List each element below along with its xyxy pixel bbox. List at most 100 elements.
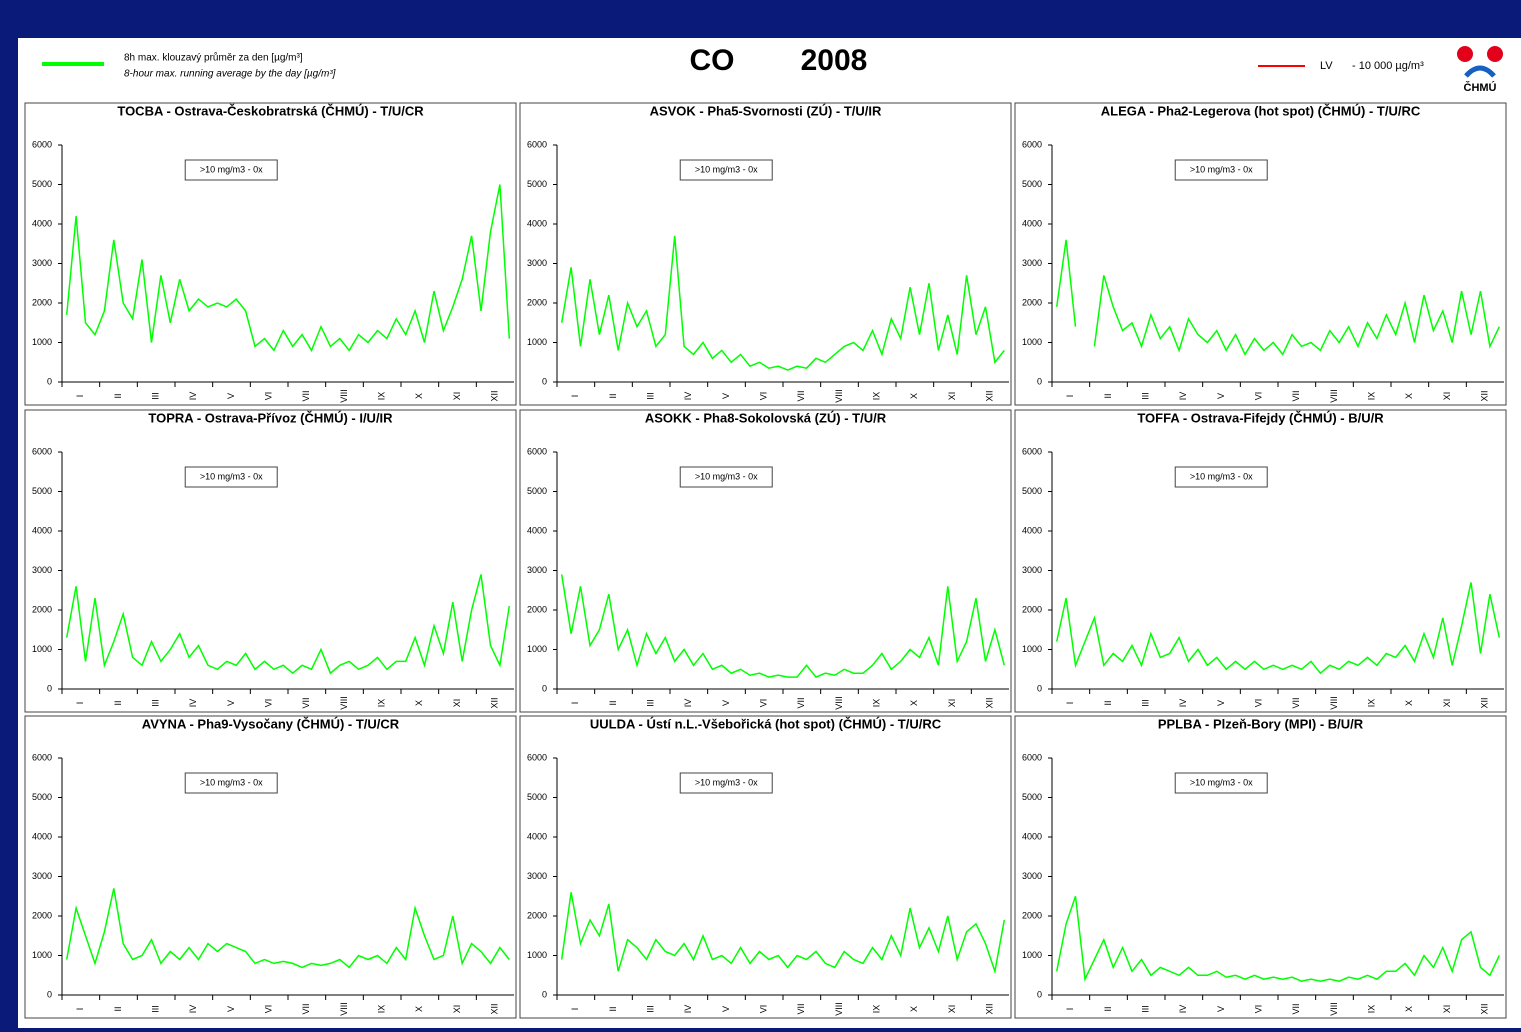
x-tick-label: VIII — [339, 1002, 349, 1016]
annotation-box — [679, 159, 773, 181]
x-tick-label: X — [1404, 700, 1414, 706]
panel-title: ALEGA - Pha2-Legerova (hot spot) (ČHMÚ) … — [1101, 103, 1421, 118]
x-tick-label: III — [646, 1005, 656, 1013]
y-tick-label: 2000 — [32, 297, 52, 307]
x-tick-label: V — [721, 700, 731, 706]
y-tick-label: 0 — [542, 376, 547, 386]
legend-text: 8-hour max. running average by the day [… — [124, 69, 336, 80]
x-tick-label: VI — [264, 699, 274, 708]
panel: TOFFA - Ostrava-Fifejdy (ČHMÚ) - B/U/R 0 1… — [1014, 409, 1507, 713]
data-line — [560, 892, 1006, 975]
y-tick-label: 2000 — [1022, 297, 1042, 307]
y-tick-label: 6000 — [32, 446, 52, 456]
y-tick-label: 1000 — [1022, 950, 1042, 960]
y-tick-label: 4000 — [1022, 831, 1042, 841]
annotation: >10 mg/m3 - 0x — [200, 164, 263, 174]
x-tick-label: VIII — [1329, 389, 1339, 403]
x-tick-label: X — [1404, 1006, 1414, 1012]
x-tick-label: IX — [872, 1005, 882, 1014]
y-tick-label: 5000 — [1022, 486, 1042, 496]
x-tick-label: XII — [490, 1003, 500, 1014]
x-tick-label: I — [1065, 1008, 1075, 1011]
logo-text: ČHMÚ — [1464, 81, 1497, 94]
annotation: >10 mg/m3 - 0x — [695, 471, 758, 481]
y-tick-label: 6000 — [1022, 752, 1042, 762]
x-tick-label: V — [721, 1006, 731, 1012]
data-line — [560, 574, 1006, 679]
x-tick-label: IX — [872, 392, 882, 401]
logo-dot — [1487, 46, 1503, 62]
y-tick-label: 6000 — [527, 139, 547, 149]
x-tick-label: X — [909, 393, 919, 399]
x-tick-label: VII — [796, 390, 806, 401]
y-tick-label: 0 — [47, 376, 52, 386]
panel-frame — [24, 102, 517, 406]
data-line — [1055, 582, 1501, 675]
annotation: >10 mg/m3 - 0x — [1190, 777, 1253, 787]
panel-title: AVYNA - Pha9-Vysočany (ČHMÚ) - T/U/CR — [142, 716, 400, 731]
x-tick-label: IV — [1178, 1005, 1188, 1014]
x-tick-label: X — [414, 700, 424, 706]
y-tick-label: 5000 — [32, 792, 52, 802]
x-tick-label: V — [226, 700, 236, 706]
y-tick-label: 5000 — [527, 486, 547, 496]
x-tick-label: XI — [452, 699, 462, 708]
y-tick-label: 6000 — [527, 446, 547, 456]
lv-label: LV — [1320, 60, 1333, 72]
x-tick-label: II — [1103, 700, 1113, 705]
panel-title: PPLBA - Plzeň-Bory (MPI) - B/U/R — [1158, 716, 1364, 731]
y-tick-label: 2000 — [527, 910, 547, 920]
x-tick-label: X — [909, 700, 919, 706]
legend-text: 8h max. klouzavý průměr za den [µg/m³] — [124, 52, 303, 64]
y-tick-label: 5000 — [527, 179, 547, 189]
x-tick-label: VI — [1254, 699, 1264, 708]
y-tick-label: 4000 — [32, 218, 52, 228]
logo-arc — [1464, 65, 1496, 78]
x-tick-label: XI — [947, 1005, 957, 1014]
x-tick-label: III — [1141, 392, 1151, 400]
x-tick-label: III — [151, 1005, 161, 1013]
annotation-box — [184, 772, 278, 794]
y-tick-label: 2000 — [527, 297, 547, 307]
x-tick-label: IX — [377, 1005, 387, 1014]
y-tick-label: 4000 — [527, 218, 547, 228]
y-tick-label: 2000 — [32, 910, 52, 920]
x-tick-label: IV — [188, 699, 198, 708]
data-line — [1055, 896, 1500, 982]
x-tick-label: VIII — [834, 696, 844, 710]
x-tick-label: XI — [452, 392, 462, 401]
x-tick-label: VI — [1254, 1005, 1264, 1014]
x-tick-label: XI — [1442, 1005, 1452, 1014]
panel-title: TOFFA - Ostrava-Fifejdy (ČHMÚ) - B/U/R — [1137, 410, 1384, 425]
panel-frame — [519, 102, 1012, 406]
x-tick-label: VII — [796, 697, 806, 708]
x-tick-label: XII — [1480, 390, 1490, 401]
y-tick-label: 4000 — [32, 831, 52, 841]
data-line — [65, 574, 511, 675]
x-tick-label: III — [1141, 1005, 1151, 1013]
annotation: >10 mg/m3 - 0x — [1190, 471, 1253, 481]
annotation-box — [184, 159, 278, 181]
data-line — [1055, 239, 1500, 356]
y-tick-label: 1000 — [32, 337, 52, 347]
panel: ASOKK - Pha8-Sokolovská (ZÚ) - T/U/R 0 100… — [519, 409, 1012, 713]
x-tick-label: II — [1103, 1006, 1113, 1011]
y-tick-label: 6000 — [527, 752, 547, 762]
annotation-box — [1174, 772, 1268, 794]
x-tick-label: II — [608, 1006, 618, 1011]
y-tick-label: 5000 — [32, 179, 52, 189]
title: CO — [690, 44, 735, 77]
x-tick-label: VI — [264, 392, 274, 401]
x-tick-label: VII — [1291, 1003, 1301, 1014]
y-tick-label: 2000 — [1022, 910, 1042, 920]
y-tick-label: 5000 — [32, 486, 52, 496]
panel-frame — [1014, 102, 1507, 406]
y-tick-label: 1000 — [527, 644, 547, 654]
x-tick-label: IX — [1367, 699, 1377, 708]
y-tick-label: 0 — [47, 683, 52, 693]
x-tick-label: XII — [490, 697, 500, 708]
y-tick-label: 0 — [542, 989, 547, 999]
y-tick-label: 6000 — [32, 752, 52, 762]
y-tick-label: 3000 — [1022, 258, 1042, 268]
y-tick-label: 6000 — [1022, 446, 1042, 456]
